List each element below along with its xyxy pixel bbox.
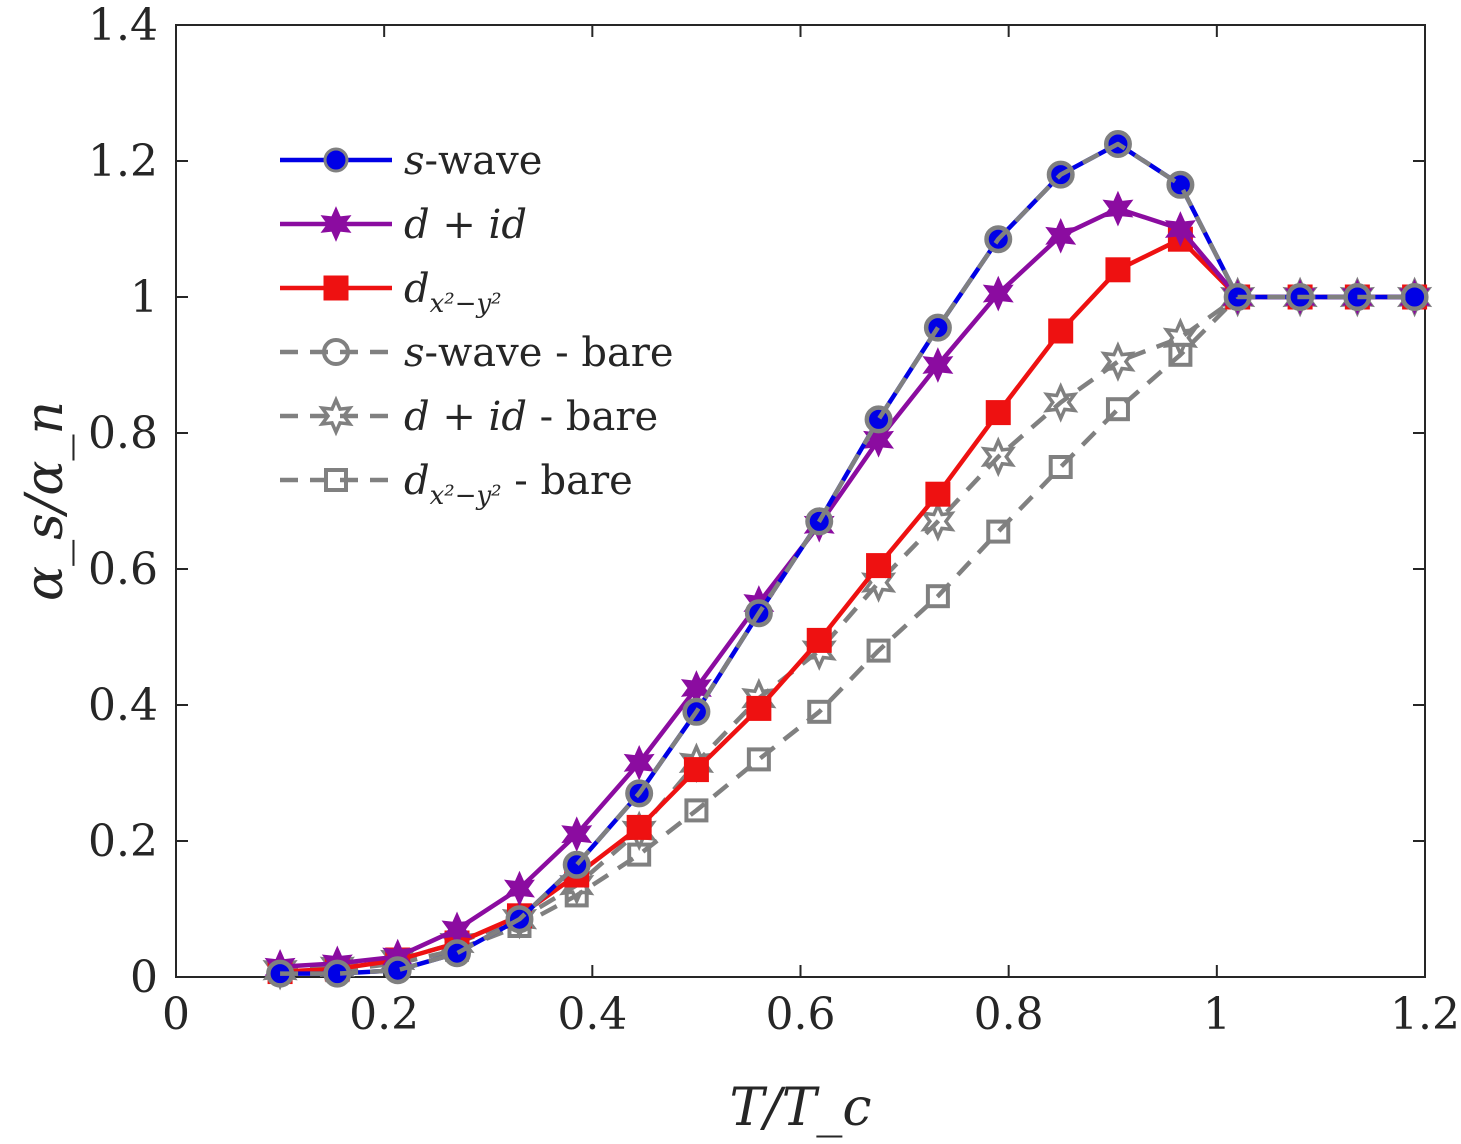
legend-marker — [318, 395, 354, 437]
y-axis-label: α_s/α_n — [15, 401, 75, 601]
legend-item: s-wave — [280, 138, 542, 184]
y-tick-label: 0.2 — [88, 816, 158, 867]
data-point — [383, 956, 412, 985]
series-3 — [266, 130, 1429, 988]
data-point — [982, 275, 1014, 312]
data-point — [683, 757, 709, 783]
data-point — [1223, 283, 1252, 311]
legend-marker — [324, 468, 348, 492]
x-tick-label: 0.2 — [349, 989, 419, 1040]
x-axis-label: T/T_c — [729, 1078, 871, 1138]
data-point — [866, 553, 892, 579]
data-point — [1045, 217, 1077, 254]
data-point — [504, 870, 535, 907]
x-tick-label: 0 — [162, 989, 190, 1040]
data-point — [684, 798, 709, 823]
axes: 0 0.2 0.4 0.6 0.8 1 1.2 0 0.2 0.4 0.6 0.8 1 1.2 1.4 T/T… — [15, 0, 1460, 1138]
data-point — [746, 747, 771, 772]
legend-item: dx²−y² — [280, 266, 502, 319]
data-point — [922, 347, 954, 383]
y-tick-label: 1.4 — [88, 0, 158, 51]
x-tick-label: 0.4 — [557, 989, 627, 1040]
data-point — [746, 695, 772, 721]
data-point — [562, 850, 591, 879]
data-point — [1164, 211, 1196, 247]
data-point — [627, 842, 652, 867]
legend-label: d + id - bare — [404, 394, 658, 440]
x-tick-label: 1 — [1203, 989, 1231, 1040]
data-point — [806, 627, 832, 653]
data-point — [682, 697, 711, 726]
legend-item: dx²−y² - bare — [280, 458, 633, 511]
data-point — [621, 810, 657, 852]
data-point — [860, 562, 897, 603]
data-point — [623, 744, 655, 781]
data-point — [1048, 455, 1073, 479]
data-point — [1105, 257, 1131, 283]
data-point — [923, 313, 952, 342]
data-point — [1048, 318, 1074, 344]
data-point — [505, 905, 534, 934]
data-point — [807, 699, 832, 724]
data-point — [925, 481, 951, 507]
legend-label: dx²−y² — [404, 266, 502, 319]
y-tick-label: 0 — [130, 952, 158, 1003]
data-point — [925, 584, 950, 609]
legend-label: s-wave — [404, 138, 542, 184]
legend: s-wave d + id dx²−y² s-wave - bare d + id - … — [280, 138, 674, 511]
legend-item: s-wave - bare — [280, 330, 674, 376]
legend-label: s-wave - bare — [404, 330, 674, 376]
legend-item: d + id - bare — [280, 394, 658, 440]
data-point — [1100, 341, 1136, 382]
data-point — [863, 421, 895, 458]
data-point — [1400, 283, 1429, 311]
data-point — [980, 436, 1016, 478]
legend-label: dx²−y² - bare — [404, 458, 633, 511]
data-point — [626, 814, 652, 840]
data-point — [984, 225, 1013, 254]
legend-item: d + id — [280, 202, 527, 248]
data-point — [1166, 170, 1195, 199]
data-point — [1103, 130, 1132, 158]
legend-marker — [323, 147, 349, 173]
data-point — [1343, 283, 1372, 311]
data-point — [1102, 190, 1134, 227]
y-tick-label: 0.6 — [88, 544, 158, 595]
y-tick-label: 0.4 — [88, 680, 158, 731]
data-point — [625, 779, 654, 808]
legend-marker — [320, 206, 352, 242]
data-point — [1046, 160, 1075, 189]
data-point — [1105, 397, 1130, 422]
data-point — [801, 630, 837, 671]
data-point — [266, 959, 295, 988]
x-tick-label: 0.8 — [974, 989, 1044, 1040]
x-tick-label: 1.2 — [1390, 989, 1460, 1040]
data-point — [866, 638, 891, 663]
data-point — [561, 816, 593, 853]
y-tick-label: 1.2 — [88, 136, 158, 187]
legend-marker — [322, 338, 350, 366]
data-point — [864, 405, 893, 434]
data-point — [985, 400, 1011, 426]
data-point — [986, 519, 1011, 544]
data-point — [744, 599, 773, 628]
x-tick-label: 0.6 — [766, 989, 836, 1040]
y-tick-label: 1 — [130, 272, 158, 323]
legend-marker — [323, 275, 349, 301]
data-point — [443, 939, 472, 968]
data-point — [1043, 382, 1079, 423]
legend-label: d + id — [404, 202, 527, 248]
data-point — [1168, 342, 1193, 367]
data-point — [323, 959, 352, 988]
y-tick-label: 0.8 — [88, 408, 158, 459]
data-point — [1286, 283, 1315, 311]
data-point — [805, 507, 834, 536]
series-layer — [262, 130, 1433, 991]
